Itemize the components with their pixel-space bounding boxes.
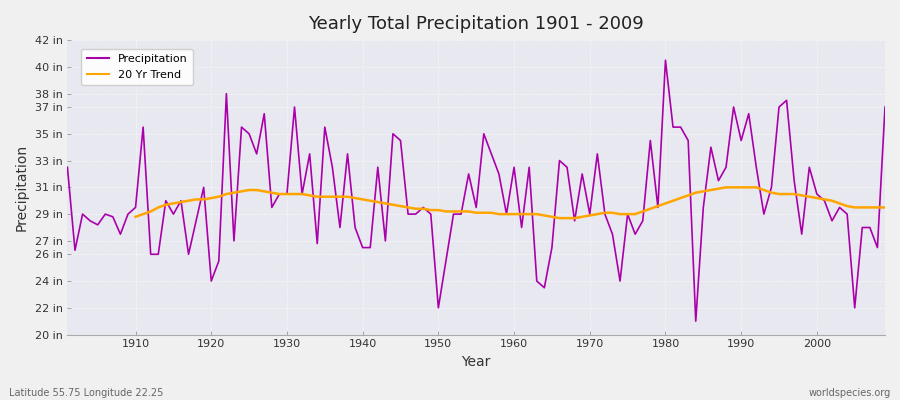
X-axis label: Year: Year [462, 355, 490, 369]
Title: Yearly Total Precipitation 1901 - 2009: Yearly Total Precipitation 1901 - 2009 [309, 15, 644, 33]
Y-axis label: Precipitation: Precipitation [15, 144, 29, 231]
Text: Latitude 55.75 Longitude 22.25: Latitude 55.75 Longitude 22.25 [9, 388, 164, 398]
Legend: Precipitation, 20 Yr Trend: Precipitation, 20 Yr Trend [81, 49, 194, 85]
Text: worldspecies.org: worldspecies.org [809, 388, 891, 398]
